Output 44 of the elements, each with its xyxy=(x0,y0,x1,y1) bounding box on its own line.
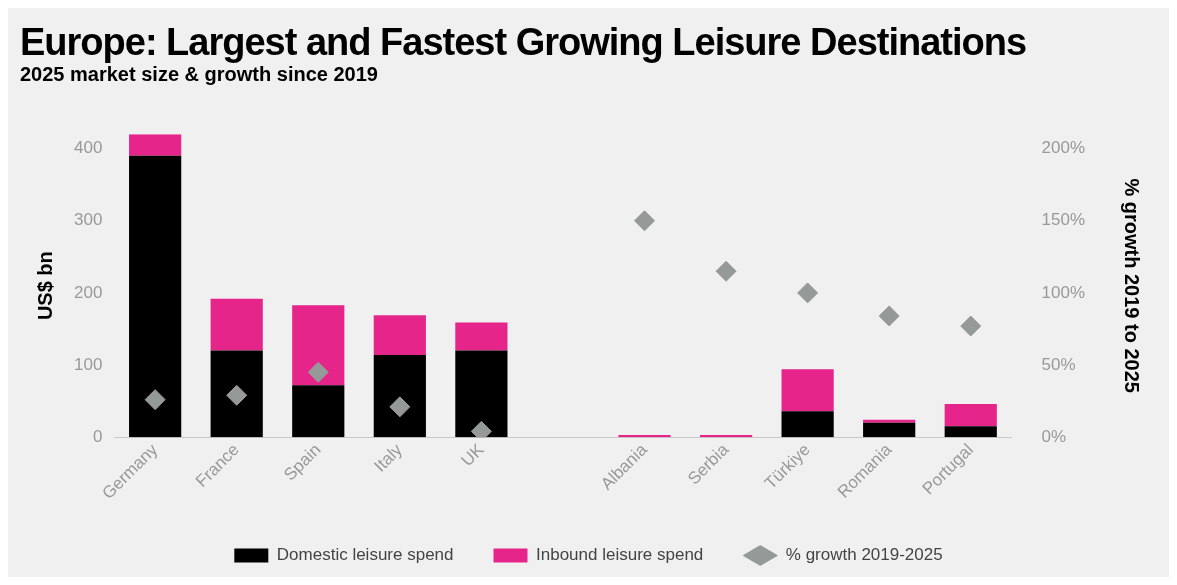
bar xyxy=(373,354,426,438)
bar xyxy=(455,350,508,438)
bar xyxy=(292,305,345,386)
bar xyxy=(781,369,834,412)
point xyxy=(307,361,329,383)
y-tick-label: 300 xyxy=(73,210,103,230)
bar xyxy=(129,155,182,438)
bar xyxy=(210,350,263,438)
bar xyxy=(129,134,182,156)
x-tick-label: Italy xyxy=(370,439,407,476)
bar xyxy=(944,403,997,427)
y-tick-label: 400 xyxy=(73,138,103,158)
point xyxy=(797,282,819,304)
legend-label: Inbound leisure spend xyxy=(536,545,704,565)
y-tick-label: 100 xyxy=(73,354,103,374)
point xyxy=(715,260,737,282)
bar xyxy=(944,426,997,438)
point xyxy=(960,315,982,337)
point xyxy=(634,210,655,232)
bar xyxy=(618,434,671,438)
y2-tick-label: 50% xyxy=(1041,354,1076,374)
y2-tick-label: 200% xyxy=(1041,138,1085,158)
bar xyxy=(373,315,426,355)
bar xyxy=(455,322,508,351)
point xyxy=(144,389,166,411)
point xyxy=(878,305,900,327)
bar xyxy=(863,422,916,438)
y2-axis-title: % growth 2019 to 2025 xyxy=(1121,178,1144,393)
bar xyxy=(863,419,916,423)
y-tick-label: 200 xyxy=(73,282,103,302)
bar xyxy=(699,434,753,438)
chart-subtitle: 2025 market size & growth since 2019 xyxy=(20,63,379,86)
bar xyxy=(210,298,263,351)
bar xyxy=(292,385,345,438)
y2-tick-label: 100% xyxy=(1041,282,1085,302)
y2-tick-label: 0% xyxy=(1041,426,1067,446)
legend-label: Domestic leisure spend xyxy=(276,545,454,565)
bar xyxy=(781,411,834,438)
y2-tick-label: 150% xyxy=(1041,210,1085,230)
y-axis-title: US$ bn xyxy=(33,251,56,321)
chart-title: Europe: Largest and Fastest Growing Leisure Destinations xyxy=(20,21,1028,63)
legend-label: % growth 2019-2025 xyxy=(785,545,943,565)
y-tick-label: 0 xyxy=(92,426,103,446)
x-tick-label: UK xyxy=(457,439,488,471)
